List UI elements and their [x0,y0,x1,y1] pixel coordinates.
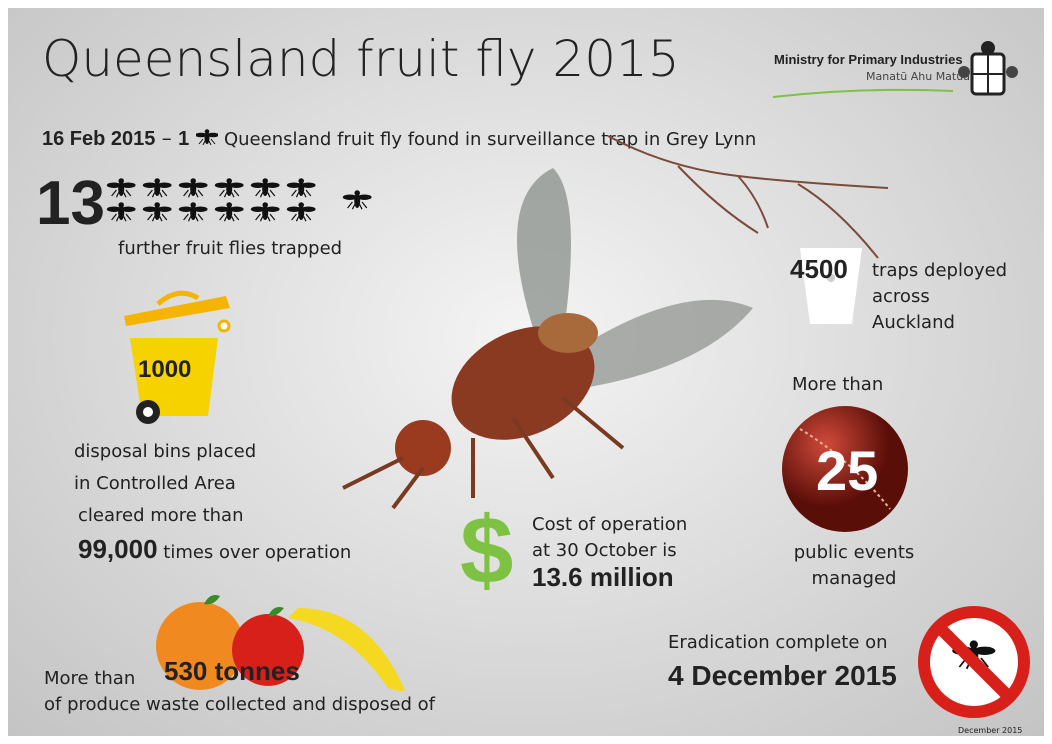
footer: December 2015 [958,726,1022,735]
bins-text: disposal bins placed in Controlled Area … [74,436,256,532]
fly-icon [143,202,172,221]
cost-text: Cost of operation at 30 October is 13.6 … [532,512,687,590]
produce-amount: 530 tonnes [164,656,300,687]
bins-count: 1000 [138,356,191,384]
cost-amount: 13.6 million [532,564,687,590]
fly-icon [215,178,244,197]
fly-icon [196,129,218,145]
bins-line: cleared more than [74,500,256,532]
cost-line: Cost of operation [532,512,687,538]
events-line: managed [784,566,924,592]
dollar: $ [460,496,513,606]
produce-text: of produce waste collected and disposed … [44,694,435,715]
fly-icon [107,202,136,221]
fly-icon [179,202,208,221]
fly-icon [287,202,316,221]
intro-count: 1 [178,128,189,150]
intro-dash: – [162,126,172,150]
traps-text: traps deployed across Auckland [872,258,1007,336]
no-fly-sign [916,604,1032,720]
eradication-text: Eradication complete on [668,632,888,653]
events-text: public events managed [784,540,924,592]
fly-icon [107,178,136,197]
events-prefix: More than [792,374,883,395]
bins-line: in Controlled Area [74,468,256,500]
panel: Queensland fruit fly 2015 Ministry for P… [8,8,1044,736]
eradication-date: 4 December 2015 [668,660,897,692]
green-rule [773,83,953,103]
traps-line: traps deployed [872,258,1007,284]
times-count: 99,000 [78,534,158,564]
fly-icon [251,202,280,221]
page: Queensland fruit fly 2015 Ministry for P… [0,0,1052,744]
bins-line: disposal bins placed [74,436,256,468]
fly-icon [215,202,244,221]
ministry: Ministry for Primary Industries [774,52,963,67]
flies-text: further fruit flies trapped [118,238,342,259]
traps-line: across [872,284,1007,310]
cost-line: at 30 October is [532,538,687,564]
flies-count: 13 [36,168,105,239]
fly-icon [179,178,208,197]
fruit-fly-image [323,158,763,518]
traps-count: 4500 [790,254,848,285]
events-count: 25 [816,438,878,503]
intro-date: 16 Feb 2015 [42,128,155,150]
events-line: public events [784,540,924,566]
fly-icon [251,178,280,197]
ministry-maori: Manatū Ahu Matua [866,70,970,83]
fly-icon [143,178,172,197]
fly-icon [287,178,316,197]
produce-prefix: More than [44,668,135,689]
title: Queensland fruit fly 2015 [42,30,680,88]
traps-line: Auckland [872,310,1007,336]
bins-times: 99,000 times over operation [78,534,351,565]
crest [958,40,1018,104]
times-text: times over operation [163,542,351,563]
